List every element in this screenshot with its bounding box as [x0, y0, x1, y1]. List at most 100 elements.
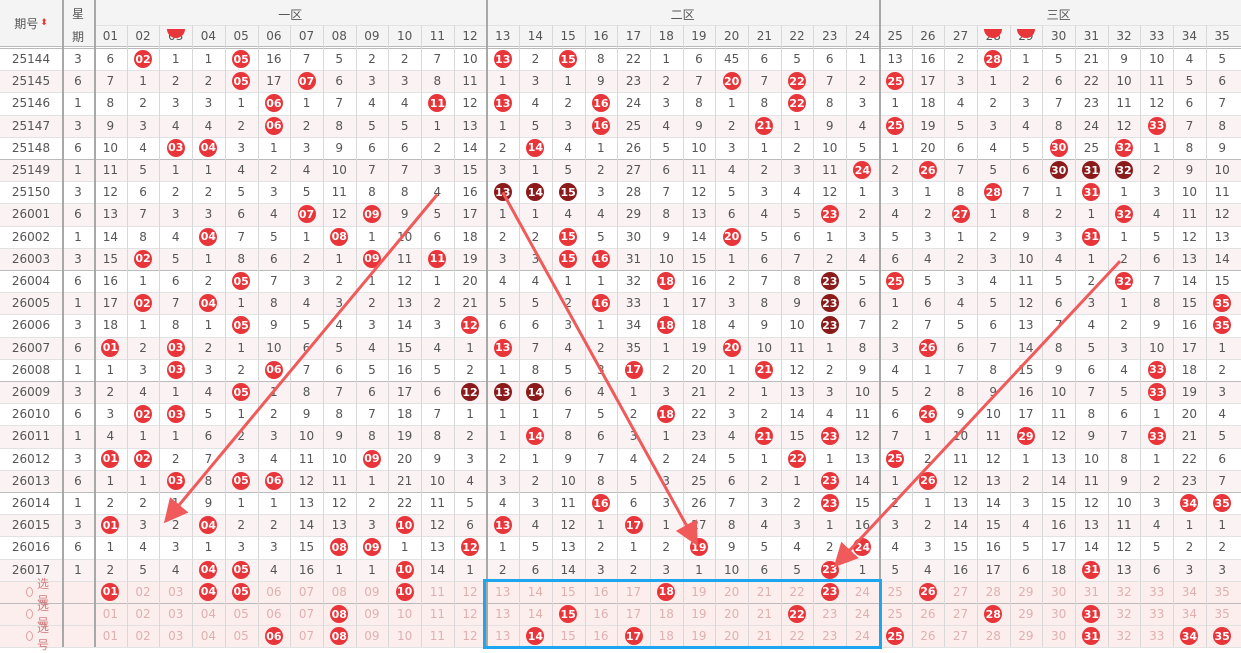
select-number-cell[interactable]: 07 — [290, 625, 323, 647]
select-number-cell[interactable]: 20 — [715, 603, 748, 625]
select-number-cell[interactable]: 34 — [1173, 581, 1206, 603]
unpicked-number[interactable]: 31 — [1083, 584, 1099, 599]
unpicked-number[interactable]: 34 — [1181, 584, 1198, 599]
select-number-cell[interactable]: 26 — [912, 581, 945, 603]
select-number-cell[interactable]: 11 — [421, 603, 454, 625]
picked-ball[interactable]: 31 — [1082, 605, 1101, 624]
radio-circle-icon[interactable] — [26, 586, 33, 597]
picked-ball[interactable]: 23 — [820, 582, 839, 601]
unpicked-number[interactable]: 28 — [985, 584, 1001, 599]
select-number-cell[interactable]: 32 — [1108, 603, 1141, 625]
unpicked-number[interactable]: 24 — [854, 607, 871, 622]
select-number-cell[interactable]: 18 — [650, 603, 683, 625]
unpicked-number[interactable]: 17 — [625, 584, 642, 599]
unpicked-number[interactable]: 18 — [658, 629, 674, 644]
unpicked-number[interactable]: 29 — [1018, 584, 1034, 599]
select-number-cell[interactable]: 08 — [323, 625, 356, 647]
select-number-cell[interactable]: 33 — [1140, 603, 1173, 625]
picked-ball[interactable]: 06 — [264, 627, 283, 646]
select-number-cell[interactable]: 15 — [552, 625, 585, 647]
select-number-cell[interactable]: 06 — [258, 581, 291, 603]
select-number-cell[interactable]: 04 — [192, 603, 225, 625]
select-number-cell[interactable]: 24 — [846, 625, 879, 647]
picked-ball[interactable]: 26 — [918, 582, 937, 601]
select-number-cell[interactable]: 05 — [225, 581, 258, 603]
select-number-cell[interactable]: 12 — [454, 581, 487, 603]
unpicked-number[interactable]: 22 — [789, 584, 805, 599]
unpicked-number[interactable]: 24 — [854, 584, 871, 599]
select-number-cell[interactable]: 20 — [715, 581, 748, 603]
select-number-cell[interactable]: 20 — [715, 625, 748, 647]
select-number-cell[interactable]: 25 — [879, 625, 912, 647]
select-number-cell[interactable]: 32 — [1108, 625, 1141, 647]
unpicked-number[interactable]: 12 — [462, 607, 478, 622]
unpicked-number[interactable]: 15 — [560, 584, 576, 599]
picked-ball[interactable]: 28 — [984, 605, 1003, 624]
select-number-cell[interactable]: 21 — [748, 625, 781, 647]
select-number-cell[interactable]: 13 — [486, 581, 519, 603]
select-number-cell[interactable]: 35 — [1206, 603, 1239, 625]
select-number-cell[interactable]: 35 — [1206, 625, 1239, 647]
select-number-cell[interactable]: 23 — [813, 603, 846, 625]
select-number-cell[interactable]: 22 — [781, 625, 814, 647]
unpicked-number[interactable]: 26 — [920, 607, 936, 622]
select-number-cell[interactable]: 16 — [585, 603, 618, 625]
select-number-cell[interactable]: 19 — [683, 603, 716, 625]
select-number-cell[interactable]: 30 — [1042, 625, 1075, 647]
picked-ball[interactable]: 17 — [624, 627, 643, 646]
unpicked-number[interactable]: 15 — [560, 629, 576, 644]
picked-ball[interactable]: 35 — [1213, 627, 1232, 646]
unpicked-number[interactable]: 32 — [1116, 629, 1132, 644]
unpicked-number[interactable]: 09 — [364, 629, 380, 644]
select-number-cell[interactable]: 06 — [258, 625, 291, 647]
unpicked-number[interactable]: 16 — [593, 584, 609, 599]
unpicked-number[interactable]: 20 — [724, 629, 740, 644]
picked-ball[interactable]: 08 — [330, 627, 349, 646]
select-number-cell[interactable]: 29 — [1010, 625, 1043, 647]
select-number-cell[interactable]: 01 — [94, 581, 127, 603]
select-number-cell[interactable]: 30 — [1042, 603, 1075, 625]
select-number-cell[interactable]: 23 — [813, 625, 846, 647]
select-number-cell[interactable]: 03 — [159, 603, 192, 625]
unpicked-number[interactable]: 05 — [233, 629, 249, 644]
unpicked-number[interactable]: 06 — [266, 607, 282, 622]
unpicked-number[interactable]: 32 — [1116, 584, 1132, 599]
select-number-cell[interactable]: 31 — [1075, 581, 1108, 603]
unpicked-number[interactable]: 02 — [135, 629, 151, 644]
picked-ball[interactable]: 08 — [330, 605, 349, 624]
select-number-cell[interactable]: 16 — [585, 581, 618, 603]
unpicked-number[interactable]: 04 — [200, 629, 217, 644]
select-number-cell[interactable]: 04 — [192, 581, 225, 603]
select-number-cell[interactable]: 09 — [356, 581, 389, 603]
select-number-cell[interactable]: 23 — [813, 581, 846, 603]
unpicked-number[interactable]: 02 — [135, 607, 151, 622]
unpicked-number[interactable]: 25 — [887, 607, 903, 622]
select-number-cell[interactable]: 03 — [159, 581, 192, 603]
unpicked-number[interactable]: 10 — [397, 629, 413, 644]
unpicked-number[interactable]: 12 — [462, 584, 478, 599]
picked-ball[interactable]: 34 — [1180, 627, 1199, 646]
unpicked-number[interactable]: 35 — [1214, 607, 1230, 622]
select-number-cell[interactable]: 01 — [94, 603, 127, 625]
select-number-cell[interactable]: 18 — [650, 625, 683, 647]
select-number-cell[interactable]: 17 — [617, 625, 650, 647]
unpicked-number[interactable]: 20 — [724, 607, 740, 622]
select-number-cell[interactable]: 10 — [388, 603, 421, 625]
unpicked-number[interactable]: 07 — [298, 607, 315, 622]
unpicked-number[interactable]: 25 — [887, 584, 903, 599]
unpicked-number[interactable]: 33 — [1149, 629, 1165, 644]
select-number-cell[interactable]: 28 — [977, 625, 1010, 647]
unpicked-number[interactable]: 11 — [429, 584, 445, 599]
unpicked-number[interactable]: 01 — [102, 629, 118, 644]
unpicked-number[interactable]: 19 — [691, 607, 707, 622]
select-number-cell[interactable]: 08 — [323, 581, 356, 603]
unpicked-number[interactable]: 14 — [527, 607, 544, 622]
unpicked-number[interactable]: 29 — [1018, 607, 1034, 622]
unpicked-number[interactable]: 27 — [952, 584, 969, 599]
select-number-cell[interactable]: 24 — [846, 603, 879, 625]
picked-ball[interactable]: 01 — [101, 582, 120, 601]
unpicked-number[interactable]: 35 — [1214, 584, 1230, 599]
unpicked-number[interactable]: 05 — [233, 607, 249, 622]
select-number-cell[interactable]: 11 — [421, 625, 454, 647]
select-number-cell[interactable]: 25 — [879, 603, 912, 625]
